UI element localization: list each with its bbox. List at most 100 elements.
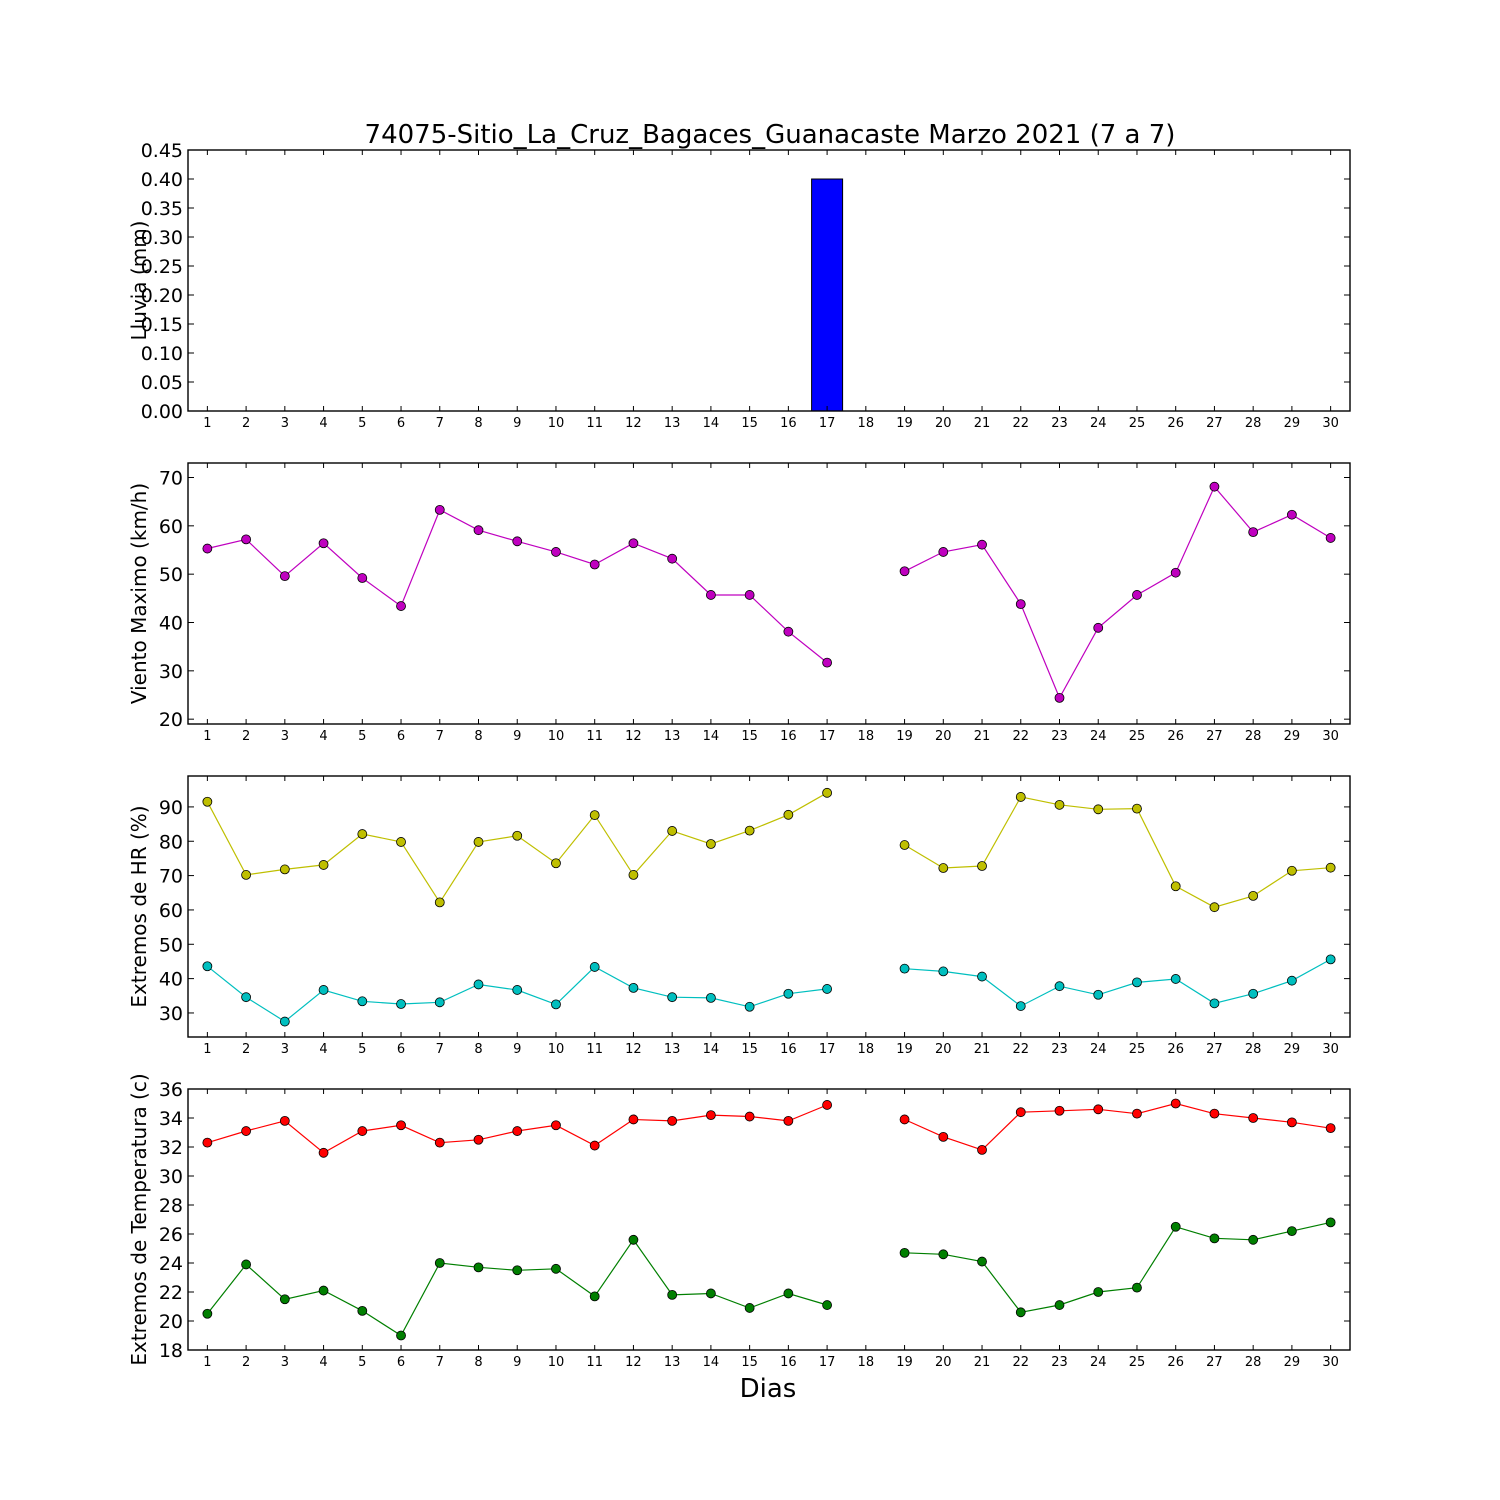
series-1-point-day-21 xyxy=(977,861,987,871)
x-tick-label: 9 xyxy=(513,416,521,431)
series-1-point-day-27 xyxy=(1209,902,1220,913)
x-tick-label: 27 xyxy=(1206,416,1223,431)
x-tick-label: 12 xyxy=(625,1355,642,1370)
series-1-point-day-6 xyxy=(396,1120,406,1131)
series-1-point-day-4 xyxy=(318,1147,329,1158)
series-1-point-day-23 xyxy=(1054,693,1065,703)
y-tick-label: 0.35 xyxy=(141,198,183,220)
series-1-point-day-17 xyxy=(822,657,832,668)
x-tick-label: 7 xyxy=(436,729,444,744)
series-2-point-day-5 xyxy=(357,1305,368,1316)
x-tick-label: 27 xyxy=(1206,1355,1223,1370)
series-2-point-day-6 xyxy=(396,1330,406,1341)
y-tick-label: 60 xyxy=(159,900,183,922)
x-tick-label: 16 xyxy=(780,729,797,744)
x-tick-label: 14 xyxy=(703,1042,720,1057)
series-1-line xyxy=(904,796,1331,908)
series-2-point-day-24 xyxy=(1093,1287,1104,1297)
series-1-line xyxy=(206,792,828,904)
series-2-point-day-14 xyxy=(706,992,716,1003)
x-tick-label: 1 xyxy=(203,1042,211,1057)
x-tick-label: 8 xyxy=(474,1042,482,1057)
series-2-point-day-12 xyxy=(628,1234,639,1245)
x-tick-label: 2 xyxy=(242,1042,250,1057)
x-tick-label: 30 xyxy=(1322,1355,1339,1370)
series-1-point-day-25 xyxy=(1132,1108,1142,1119)
series-1-point-day-21 xyxy=(977,539,987,550)
series-2-point-day-19 xyxy=(899,963,910,974)
x-tick-label: 30 xyxy=(1322,729,1339,744)
series-1-point-day-2 xyxy=(241,870,252,880)
plot-frame xyxy=(187,149,1351,412)
series-2-point-day-25 xyxy=(1132,1282,1142,1293)
x-tick-label: 19 xyxy=(896,1042,913,1057)
x-tick-label: 26 xyxy=(1167,1355,1184,1370)
x-tick-label: 6 xyxy=(397,1355,405,1370)
series-2-point-day-4 xyxy=(318,1285,329,1296)
x-tick-label: 10 xyxy=(548,729,565,744)
series-1-point-day-11 xyxy=(589,1140,600,1151)
x-tick-label: 5 xyxy=(358,1042,366,1057)
y-tick-label: 0.40 xyxy=(141,169,183,191)
x-tick-label: 10 xyxy=(548,1355,565,1370)
x-tick-label: 3 xyxy=(281,416,289,431)
plot-frame xyxy=(187,1088,1351,1351)
x-tick-label: 4 xyxy=(319,1355,327,1370)
y-tick-label: 30 xyxy=(159,661,183,683)
series-2-point-day-6 xyxy=(396,999,406,1009)
series-1-point-day-26 xyxy=(1170,567,1181,578)
series-2-point-day-25 xyxy=(1132,977,1142,988)
series-1-point-day-17 xyxy=(822,787,832,798)
series-1-point-day-8 xyxy=(473,525,484,536)
series-2-point-day-23 xyxy=(1054,1300,1065,1310)
series-2-point-day-14 xyxy=(706,1288,716,1299)
x-tick-label: 1 xyxy=(203,416,211,431)
series-2-point-day-3 xyxy=(279,1016,290,1027)
x-tick-label: 13 xyxy=(664,1355,681,1370)
x-tick-label: 23 xyxy=(1051,729,1068,744)
x-tick-label: 12 xyxy=(625,416,642,431)
x-tick-label: 9 xyxy=(513,1042,521,1057)
y-axis-label: Lluvia (mm) xyxy=(127,221,151,341)
x-tick-label: 22 xyxy=(1012,1042,1029,1057)
series-1-point-day-3 xyxy=(279,571,290,581)
x-tick-label: 15 xyxy=(741,416,758,431)
x-axis-label: Dias xyxy=(740,1374,797,1404)
x-tick-label: 20 xyxy=(935,1042,952,1057)
x-tick-label: 11 xyxy=(586,1042,603,1057)
y-tick-label: 50 xyxy=(159,934,183,956)
series-1-point-day-6 xyxy=(396,601,406,611)
series-2-point-day-3 xyxy=(279,1294,290,1305)
series-1-point-day-29 xyxy=(1287,865,1297,876)
x-tick-label: 26 xyxy=(1167,416,1184,431)
x-tick-label: 1 xyxy=(203,729,211,744)
x-tick-label: 23 xyxy=(1051,1355,1068,1370)
series-1-point-day-5 xyxy=(357,573,368,583)
series-2-point-day-29 xyxy=(1287,1226,1297,1236)
y-tick-label: 20 xyxy=(159,709,183,731)
series-2-point-day-29 xyxy=(1287,975,1297,986)
x-tick-label: 22 xyxy=(1012,416,1029,431)
series-1-point-day-27 xyxy=(1209,1108,1220,1119)
series-1-point-day-16 xyxy=(783,626,794,637)
x-tick-label: 22 xyxy=(1012,729,1029,744)
series-1-point-day-11 xyxy=(589,559,600,570)
series-1-point-day-14 xyxy=(706,1110,716,1120)
series-2-line xyxy=(904,958,1331,1007)
x-tick-label: 4 xyxy=(319,416,327,431)
series-1-point-day-3 xyxy=(279,1116,290,1126)
series-2-point-day-22 xyxy=(1015,1307,1026,1318)
series-2-point-day-10 xyxy=(551,999,561,1010)
plot-frame xyxy=(187,775,1351,1038)
x-tick-label: 13 xyxy=(664,1042,681,1057)
series-2-point-day-30 xyxy=(1325,1217,1336,1228)
x-tick-label: 7 xyxy=(436,1355,444,1370)
series-2-point-day-16 xyxy=(783,1288,794,1299)
x-tick-label: 26 xyxy=(1167,1042,1184,1057)
x-tick-label: 27 xyxy=(1206,729,1223,744)
series-2-point-day-20 xyxy=(938,1249,949,1260)
x-tick-label: 18 xyxy=(858,1355,875,1370)
